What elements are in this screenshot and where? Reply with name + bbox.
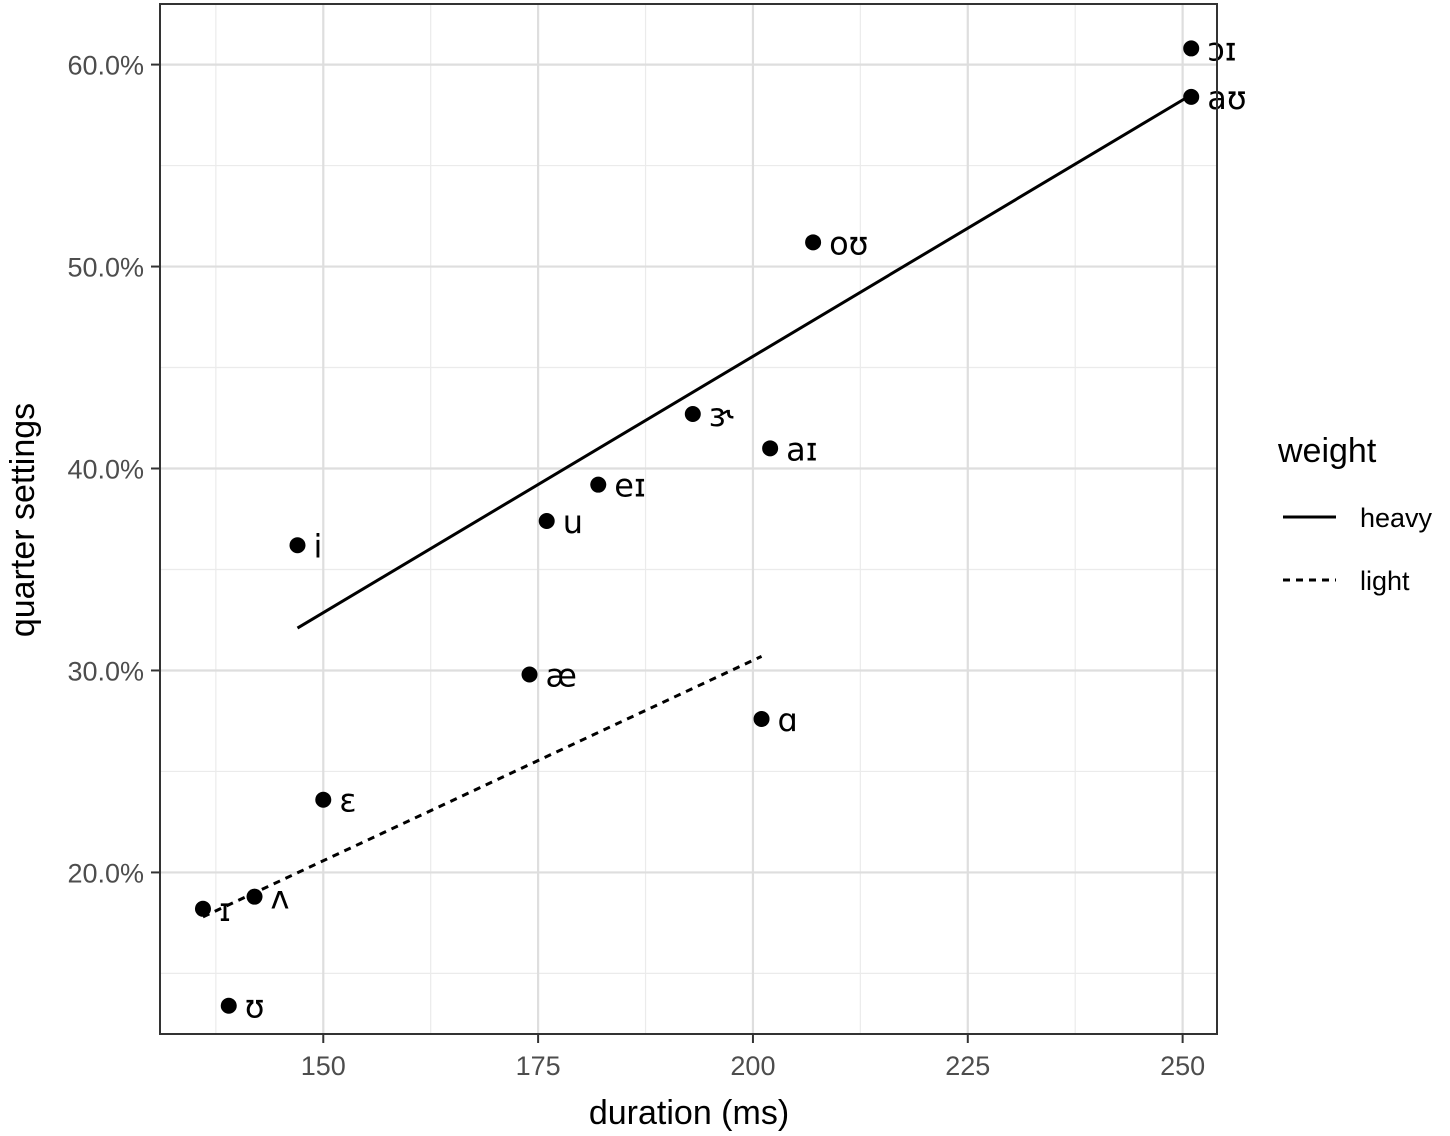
x-tick-label: 175 (516, 1051, 561, 1081)
y-tick-label: 30.0% (67, 656, 144, 686)
y-axis-title: quarter settings (4, 403, 42, 637)
point-label: ɛ (339, 782, 356, 820)
data-point (753, 710, 770, 727)
major-gridlines (160, 4, 1217, 1034)
data-point (246, 888, 263, 905)
point-label: ʊ (245, 988, 265, 1026)
point-label: oʊ (829, 224, 868, 262)
point-label: æ (546, 657, 577, 695)
data-point (289, 537, 306, 554)
point-label: ɝ (709, 396, 734, 434)
point-labels: ɔɪ aʊ oʊ ɝ aɪ eɪu i æ ɑ ɛ ʌ ɪ ʊ (219, 30, 1247, 1025)
y-axis-ticks: 20.0% 30.0% 40.0% 50.0% 60.0% (67, 51, 160, 888)
y-tick-label: 50.0% (67, 253, 144, 283)
point-label: ɪ (219, 891, 231, 929)
data-point (1183, 40, 1200, 57)
data-point (521, 666, 538, 683)
data-point (805, 234, 822, 251)
point-label: aɪ (786, 430, 818, 468)
point-label: ɔɪ (1207, 30, 1236, 68)
legend-label-heavy: heavy (1360, 503, 1433, 533)
point-label: eɪ (614, 467, 646, 505)
y-tick-label: 60.0% (67, 51, 144, 81)
legend-label-light: light (1360, 566, 1410, 596)
x-axis-ticks: 150 175 200 225 250 (301, 1034, 1205, 1081)
x-tick-label: 200 (730, 1051, 775, 1081)
plot-background (160, 4, 1217, 1034)
y-tick-label: 20.0% (67, 858, 144, 888)
legend: weight heavy light (1277, 432, 1433, 596)
data-point (762, 440, 779, 457)
point-label: ʌ (271, 879, 290, 917)
data-points (194, 40, 1200, 1014)
y-tick-label: 40.0% (67, 455, 144, 485)
data-point (538, 513, 555, 530)
x-tick-label: 150 (301, 1051, 346, 1081)
point-label: u (563, 503, 583, 541)
data-point (194, 900, 211, 917)
point-label: i (313, 527, 322, 565)
data-point (1183, 88, 1200, 105)
data-point (590, 476, 607, 493)
x-axis-title: duration (ms) (589, 1094, 789, 1132)
point-label: aʊ (1207, 79, 1246, 117)
trend-line-light (202, 654, 763, 919)
point-label: ɑ (778, 701, 798, 739)
minor-gridlines (160, 4, 1217, 1034)
data-point (315, 791, 332, 808)
legend-title: weight (1277, 432, 1377, 470)
x-tick-label: 225 (945, 1051, 990, 1081)
plot-border (159, 3, 1218, 1035)
data-point (684, 405, 701, 422)
trend-line-heavy (296, 93, 1192, 630)
trend-lines (202, 93, 1192, 919)
x-tick-label: 250 (1160, 1051, 1205, 1081)
data-point (220, 997, 237, 1014)
